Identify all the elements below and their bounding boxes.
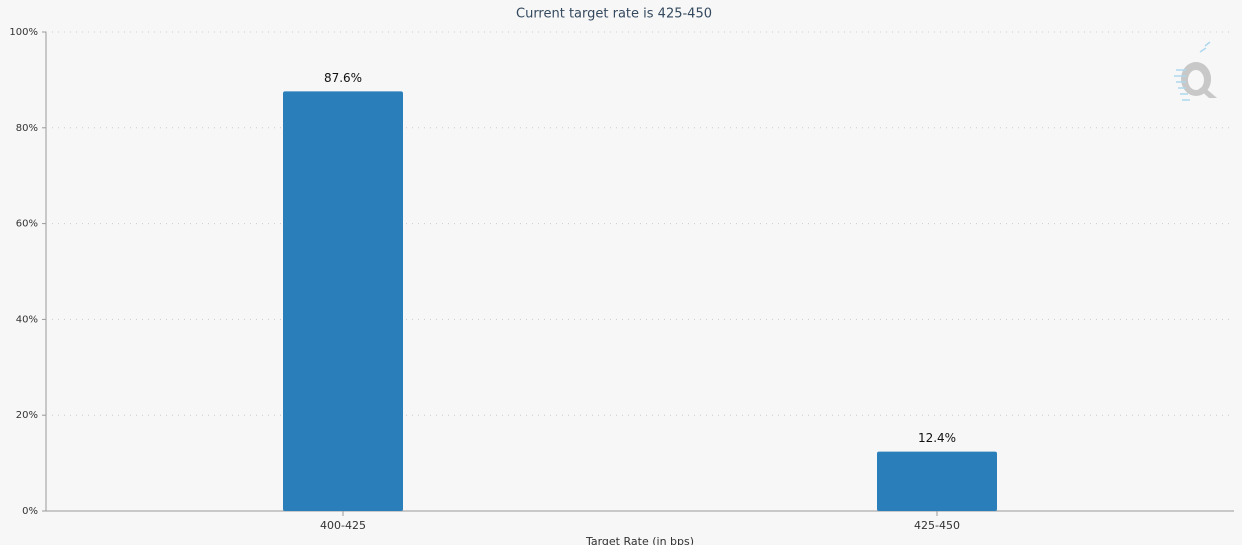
x-tick-label: 400-425 bbox=[320, 519, 366, 532]
y-tick-label: 20% bbox=[16, 410, 38, 421]
y-tick-label: 40% bbox=[16, 314, 38, 325]
y-tick-label: 0% bbox=[22, 506, 38, 517]
value-label: 12.4% bbox=[918, 431, 956, 445]
y-tick-label: 60% bbox=[16, 219, 38, 230]
logo bbox=[1174, 41, 1217, 101]
x-axis-title: Target Rate (in bps) bbox=[585, 535, 694, 545]
y-tick-label: 100% bbox=[9, 27, 38, 38]
x-tick-label: 425-450 bbox=[914, 519, 960, 532]
y-tick-label: 80% bbox=[16, 123, 38, 134]
bar bbox=[877, 451, 997, 511]
chart-title: Current target rate is 425-450 bbox=[516, 7, 712, 22]
bar bbox=[283, 91, 403, 512]
value-label: 87.6% bbox=[324, 71, 362, 85]
